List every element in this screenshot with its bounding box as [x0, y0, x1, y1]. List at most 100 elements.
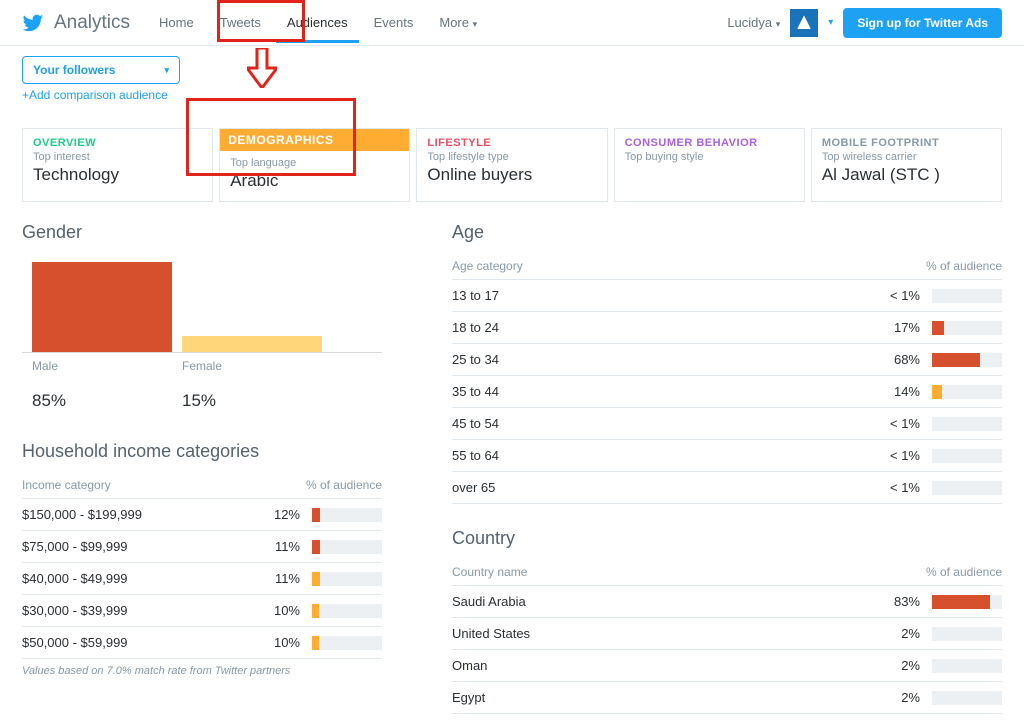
- gender-bar-female: [182, 336, 322, 352]
- avatar[interactable]: [790, 9, 818, 37]
- card-life-head: LIFESTYLE: [427, 137, 596, 149]
- avatar-icon: [795, 14, 813, 32]
- table-row: Oman2%: [452, 650, 1002, 682]
- country-table-head: Country name % of audience: [452, 559, 1002, 586]
- table-row: Saudi Arabia83%: [452, 586, 1002, 618]
- row-percent: < 1%: [870, 416, 920, 431]
- gender-male-value: 85%: [32, 391, 172, 411]
- row-label: Saudi Arabia: [452, 594, 870, 609]
- row-bar-wrap: [932, 353, 1002, 367]
- row-label: United States: [452, 626, 870, 641]
- row-percent: 11%: [250, 539, 300, 554]
- card-life-sub: Top lifestyle type: [427, 151, 596, 163]
- row-bar: [312, 508, 320, 522]
- row-percent: 12%: [250, 507, 300, 522]
- table-row: 13 to 17< 1%: [452, 280, 1002, 312]
- toolbar: Your followers ▾ +Add comparison audienc…: [0, 46, 1024, 106]
- row-percent: < 1%: [870, 480, 920, 495]
- card-demo-head: DEMOGRAPHICS: [220, 129, 409, 151]
- row-bar-wrap: [312, 604, 382, 618]
- row-bar-wrap: [932, 595, 1002, 609]
- income-table-head: Income category % of audience: [22, 472, 382, 499]
- row-label: Egypt: [452, 690, 870, 705]
- table-row: 35 to 4414%: [452, 376, 1002, 408]
- row-bar: [312, 636, 319, 650]
- row-bar-wrap: [312, 636, 382, 650]
- table-row: $75,000 - $99,99911%: [22, 531, 382, 563]
- row-bar-wrap: [932, 417, 1002, 431]
- table-row: 25 to 3468%: [452, 344, 1002, 376]
- country-title: Country: [452, 528, 1002, 549]
- brand-title: Analytics: [54, 12, 130, 34]
- nav-events[interactable]: Events: [363, 2, 425, 43]
- right-column: Age Age category % of audience 13 to 17<…: [452, 222, 1002, 714]
- row-label: 55 to 64: [452, 448, 870, 463]
- content: Gender Male Female 85% 15% Household inc…: [0, 208, 1024, 728]
- row-bar-wrap: [312, 540, 382, 554]
- age-table-head: Age category % of audience: [452, 253, 1002, 280]
- row-bar-wrap: [932, 481, 1002, 495]
- add-comparison-link[interactable]: +Add comparison audience: [22, 88, 1002, 102]
- row-label: 25 to 34: [452, 352, 870, 367]
- row-percent: 11%: [250, 571, 300, 586]
- row-percent: 2%: [870, 658, 920, 673]
- nav-links: Home Tweets Audiences Events More ▾: [148, 2, 488, 43]
- row-percent: 17%: [870, 320, 920, 335]
- row-bar-wrap: [312, 508, 382, 522]
- gender-male-label: Male: [32, 359, 172, 373]
- nav-more[interactable]: More ▾: [428, 2, 488, 43]
- table-row: $50,000 - $59,99910%: [22, 627, 382, 659]
- row-percent: 2%: [870, 626, 920, 641]
- chevron-down-icon: ▾: [473, 19, 478, 29]
- row-label: 35 to 44: [452, 384, 870, 399]
- card-mobile-sub: Top wireless carrier: [822, 151, 991, 163]
- card-mobile-val: Al Jawal (STC ): [822, 165, 991, 185]
- row-bar: [312, 572, 320, 586]
- income-rows: $150,000 - $199,99912%$75,000 - $99,9991…: [22, 499, 382, 659]
- card-mobile[interactable]: MOBILE FOOTPRINT Top wireless carrier Al…: [811, 128, 1002, 202]
- table-row: $150,000 - $199,99912%: [22, 499, 382, 531]
- card-demographics[interactable]: DEMOGRAPHICS Top language Arabic: [219, 128, 410, 202]
- row-label: over 65: [452, 480, 870, 495]
- row-percent: < 1%: [870, 448, 920, 463]
- row-bar-wrap: [932, 627, 1002, 641]
- chevron-down-icon: ▾: [164, 65, 169, 76]
- card-overview-sub: Top interest: [33, 151, 202, 163]
- followers-dropdown[interactable]: Your followers ▾: [22, 56, 180, 84]
- row-label: 45 to 54: [452, 416, 870, 431]
- row-bar: [932, 289, 933, 303]
- nav-home[interactable]: Home: [148, 2, 205, 43]
- row-bar: [932, 321, 944, 335]
- row-label: $75,000 - $99,999: [22, 539, 250, 554]
- card-life-val: Online buyers: [427, 165, 596, 185]
- row-bar-wrap: [932, 691, 1002, 705]
- row-bar-wrap: [932, 659, 1002, 673]
- card-overview[interactable]: OVERVIEW Top interest Technology: [22, 128, 213, 202]
- row-label: $40,000 - $49,999: [22, 571, 250, 586]
- table-row: Egypt2%: [452, 682, 1002, 714]
- row-bar: [932, 659, 933, 673]
- row-bar-wrap: [312, 572, 382, 586]
- card-lifestyle[interactable]: LIFESTYLE Top lifestyle type Online buye…: [416, 128, 607, 202]
- nav-audiences[interactable]: Audiences: [276, 2, 359, 43]
- income-title: Household income categories: [22, 441, 382, 462]
- card-mobile-head: MOBILE FOOTPRINT: [822, 137, 991, 149]
- row-label: 13 to 17: [452, 288, 870, 303]
- nav-tweets[interactable]: Tweets: [209, 2, 272, 43]
- row-bar-wrap: [932, 385, 1002, 399]
- user-area: Lucidya ▾ ▾ Sign up for Twitter Ads: [727, 8, 1002, 38]
- chevron-down-icon[interactable]: ▾: [828, 17, 833, 28]
- table-row: 55 to 64< 1%: [452, 440, 1002, 472]
- signup-ads-button[interactable]: Sign up for Twitter Ads: [843, 8, 1002, 38]
- card-consumer[interactable]: CONSUMER BEHAVIOR Top buying style: [614, 128, 805, 202]
- row-percent: 2%: [870, 690, 920, 705]
- summary-cards: OVERVIEW Top interest Technology DEMOGRA…: [0, 106, 1024, 208]
- row-bar: [932, 417, 933, 431]
- username[interactable]: Lucidya ▾: [727, 15, 780, 30]
- row-bar: [932, 481, 933, 495]
- table-row: 45 to 54< 1%: [452, 408, 1002, 440]
- card-overview-head: OVERVIEW: [33, 137, 202, 149]
- row-label: $30,000 - $39,999: [22, 603, 250, 618]
- nav-more-label: More: [439, 15, 469, 30]
- income-footnote: Values based on 7.0% match rate from Twi…: [22, 665, 382, 677]
